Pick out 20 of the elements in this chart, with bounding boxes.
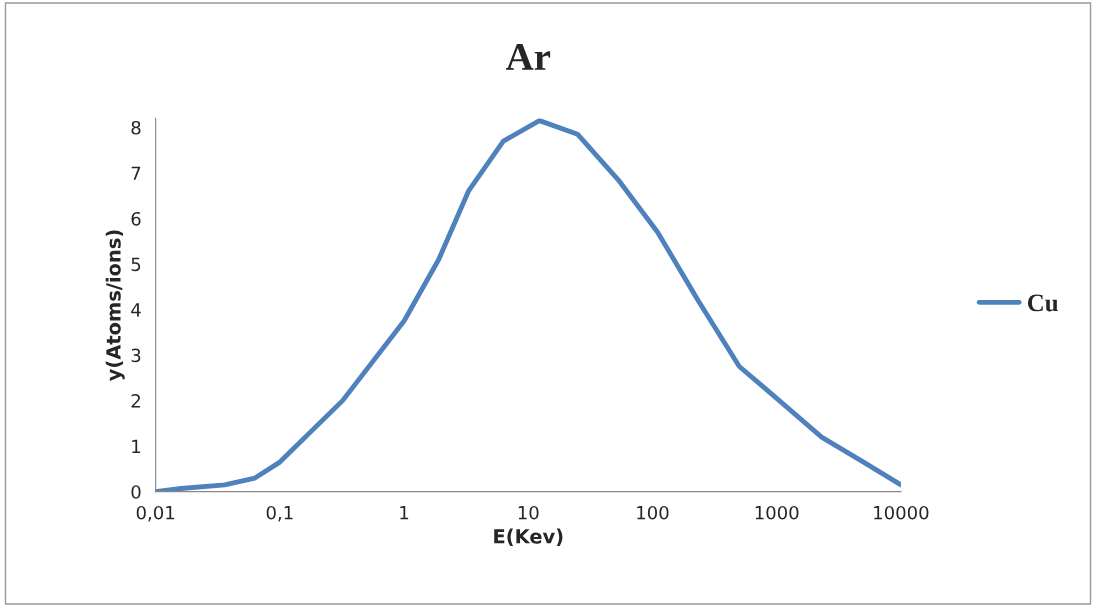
legend-label: Cu xyxy=(1027,294,1058,312)
x-tick-label: 1000 xyxy=(755,505,799,520)
y-tick-label: 6 xyxy=(131,211,141,226)
x-tick-label: 0,1 xyxy=(266,505,293,522)
x-tick-label: 1 xyxy=(400,506,409,520)
x-tick-label: 10 xyxy=(518,505,539,520)
y-tick-label: 5 xyxy=(131,257,141,272)
chart-title: Ar xyxy=(505,44,551,70)
y-tick-label: 7 xyxy=(131,166,141,180)
y-tick-label: 4 xyxy=(131,303,141,317)
y-tick-label: 3 xyxy=(131,348,141,363)
y-tick-label: 2 xyxy=(131,394,140,408)
x-tick-label: 0,01 xyxy=(136,505,175,522)
y-tick-label: 1 xyxy=(132,439,141,453)
y-tick-label: 8 xyxy=(131,120,141,135)
y-tick-label: 0 xyxy=(131,485,141,499)
y-axis-title: y(Atoms/ions) xyxy=(105,230,125,382)
x-tick-label: 100 xyxy=(637,505,669,520)
x-axis-title: E(Kev) xyxy=(494,528,563,546)
x-tick-label: 10000 xyxy=(874,505,929,520)
